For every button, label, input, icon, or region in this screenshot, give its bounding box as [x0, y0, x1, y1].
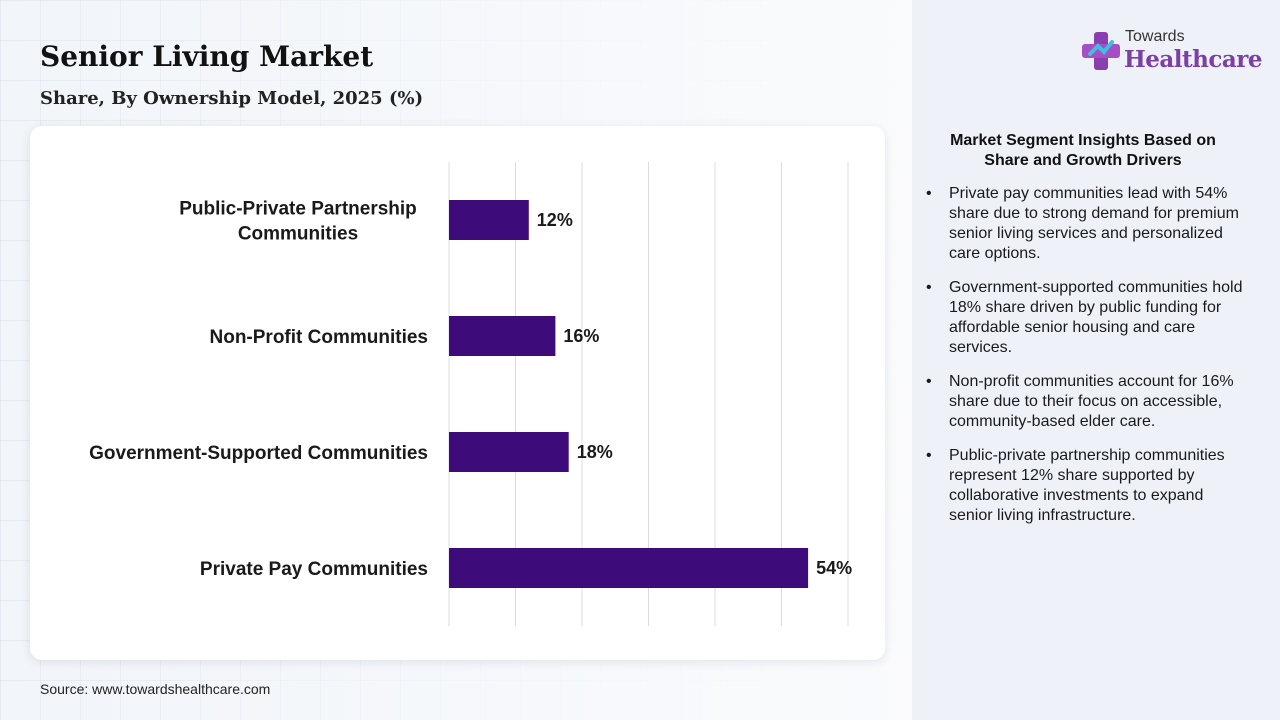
bullet-icon: • [926, 279, 932, 296]
bar [449, 316, 556, 356]
category-label-line: Private Pay Communities [200, 559, 428, 580]
bar [449, 548, 809, 588]
insight-text: Non-profit communities account for 16% s… [949, 373, 1234, 430]
insight-item: • Public-private partnership communities … [926, 446, 1246, 526]
page-subtitle: Share, By Ownership Model, 2025 (%) [40, 88, 424, 109]
insight-text: Private pay communities lead with 54% sh… [949, 185, 1239, 262]
category-label: Public-Private Partnership Communities [179, 199, 417, 245]
value-label: 12% [537, 210, 573, 230]
value-label: 18% [577, 442, 613, 462]
medical-cross-icon [1082, 32, 1120, 70]
chart-card: 12% Public-Private Partnership Communities… [30, 126, 885, 660]
bullet-icon: • [926, 373, 932, 390]
page-title: Senior Living Market [40, 40, 374, 73]
brand-line1: Towards [1125, 28, 1185, 45]
value-label: 16% [563, 326, 599, 346]
bar [449, 432, 569, 472]
insight-item: • Private pay communities lead with 54% s… [926, 184, 1246, 264]
bullet-icon: • [926, 447, 932, 464]
category-label-line: Government-Supported Communities [89, 443, 428, 464]
category-label-line: Public-Private Partnership [179, 199, 417, 220]
insight-text: Public-private partnership communities r… [949, 447, 1225, 524]
brand-logo: Towards Healthcare [1080, 28, 1263, 78]
bar [449, 200, 529, 240]
category-label-line: Communities [238, 224, 358, 245]
category-label-line: Non-Profit Communities [210, 327, 429, 348]
category-label: Government-Supported Communities [89, 443, 428, 464]
insight-item: • Non-profit communities account for 16% … [926, 372, 1246, 432]
insights-title: Market Segment Insights Based on Share a… [950, 132, 1216, 169]
insights-list: • Private pay communities lead with 54% s… [926, 184, 1246, 540]
insight-text: Government-supported communities hold 18… [949, 279, 1243, 356]
category-label: Private Pay Communities [200, 559, 428, 580]
category-label: Non-Profit Communities [210, 327, 429, 348]
insights-panel [912, 0, 1280, 720]
insight-item: • Government-supported communities hold 1… [926, 278, 1246, 358]
bar-chart: 12% Public-Private Partnership Communities… [89, 162, 852, 626]
value-label: 54% [816, 558, 852, 578]
bullet-icon: • [926, 185, 932, 202]
source-note: Source: www.towardshealthcare.com [40, 681, 271, 697]
brand-line2: Healthcare [1124, 46, 1263, 73]
